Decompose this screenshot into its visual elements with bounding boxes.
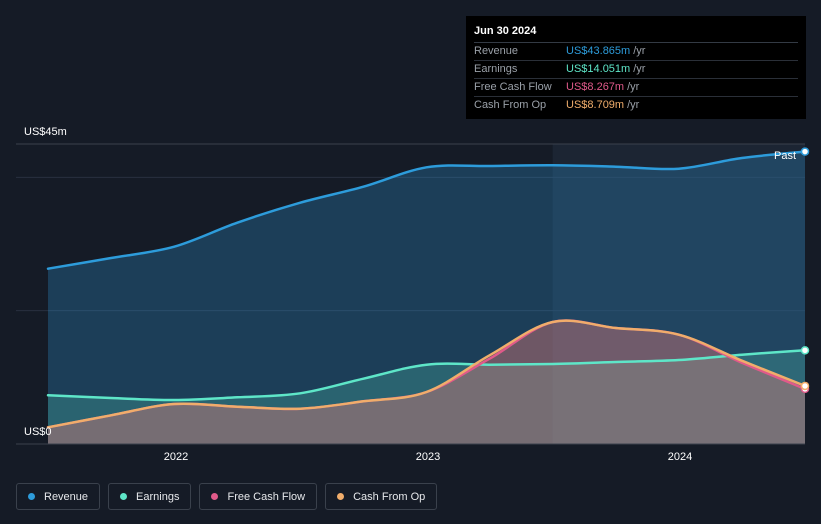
tooltip-label: Cash From Op [474, 99, 547, 111]
legend-dot-icon [211, 493, 219, 500]
tooltip-value: US$43.865m [566, 45, 631, 57]
tooltip-label: Earnings [474, 63, 518, 75]
legend-dot-icon [120, 493, 128, 500]
legend-label: Free Cash Flow [227, 490, 306, 503]
area-earnings [48, 350, 805, 444]
legend-item-free-cash-flow[interactable]: Free Cash Flow [199, 483, 318, 510]
line-earnings [46, 349, 807, 402]
line-revenue [46, 150, 807, 270]
endpoint-revenue [800, 147, 810, 156]
legend-dot-icon [28, 493, 35, 500]
x-tick-label-2022: 2022 [163, 451, 189, 463]
legend-dot-icon [337, 493, 345, 500]
y-tick-label-bottom: US$0 [24, 426, 52, 438]
x-tick-label-2024: 2024 [667, 451, 693, 463]
tooltip-label: Revenue [474, 45, 519, 57]
area-cash-from-op [48, 320, 805, 444]
area-revenue [48, 151, 805, 444]
tooltip-unit: /yr [627, 81, 640, 93]
tooltip-date: Jun 30 2024 [474, 24, 798, 43]
tooltip-value: US$14.051m [566, 63, 631, 75]
legend: Revenue Earnings Free Cash Flow Cash Fro… [16, 483, 438, 510]
legend-label: Cash From Op [353, 490, 426, 503]
area-free-cash-flow [48, 320, 805, 444]
legend-label: Earnings [136, 490, 180, 503]
tooltip-value: US$8.267m [566, 81, 625, 93]
tooltip-unit: /yr [627, 99, 640, 111]
tooltip-row-earnings: Earnings US$14.051m /yr [474, 61, 798, 79]
legend-item-earnings[interactable]: Earnings [108, 483, 192, 510]
tooltip-label: Free Cash Flow [474, 81, 552, 93]
endpoint-earnings [800, 346, 810, 355]
tooltip-row-revenue: Revenue US$43.865m /yr [474, 43, 798, 61]
y-tick-label-top: US$45m [24, 126, 67, 138]
legend-label: Revenue [44, 490, 89, 503]
endpoint-cash-from-op [800, 381, 810, 391]
past-label: Past [774, 150, 797, 162]
tooltip-row-free-cash-flow: Free Cash Flow US$8.267m /yr [474, 79, 798, 97]
tooltip-value: US$8.709m [566, 99, 625, 111]
legend-item-cash-from-op[interactable]: Cash From Op [325, 483, 438, 510]
line-cash-from-op [46, 319, 807, 429]
tooltip-unit: /yr [633, 63, 646, 75]
tooltip-row-cash-from-op: Cash From Op US$8.709m /yr [474, 97, 798, 114]
legend-item-revenue[interactable]: Revenue [16, 483, 101, 510]
tooltip: Jun 30 2024 Revenue US$43.865m /yr Earni… [466, 16, 806, 119]
forecast-shade [552, 144, 805, 444]
tooltip-unit: /yr [633, 45, 646, 57]
x-tick-label-2023: 2023 [415, 451, 441, 463]
